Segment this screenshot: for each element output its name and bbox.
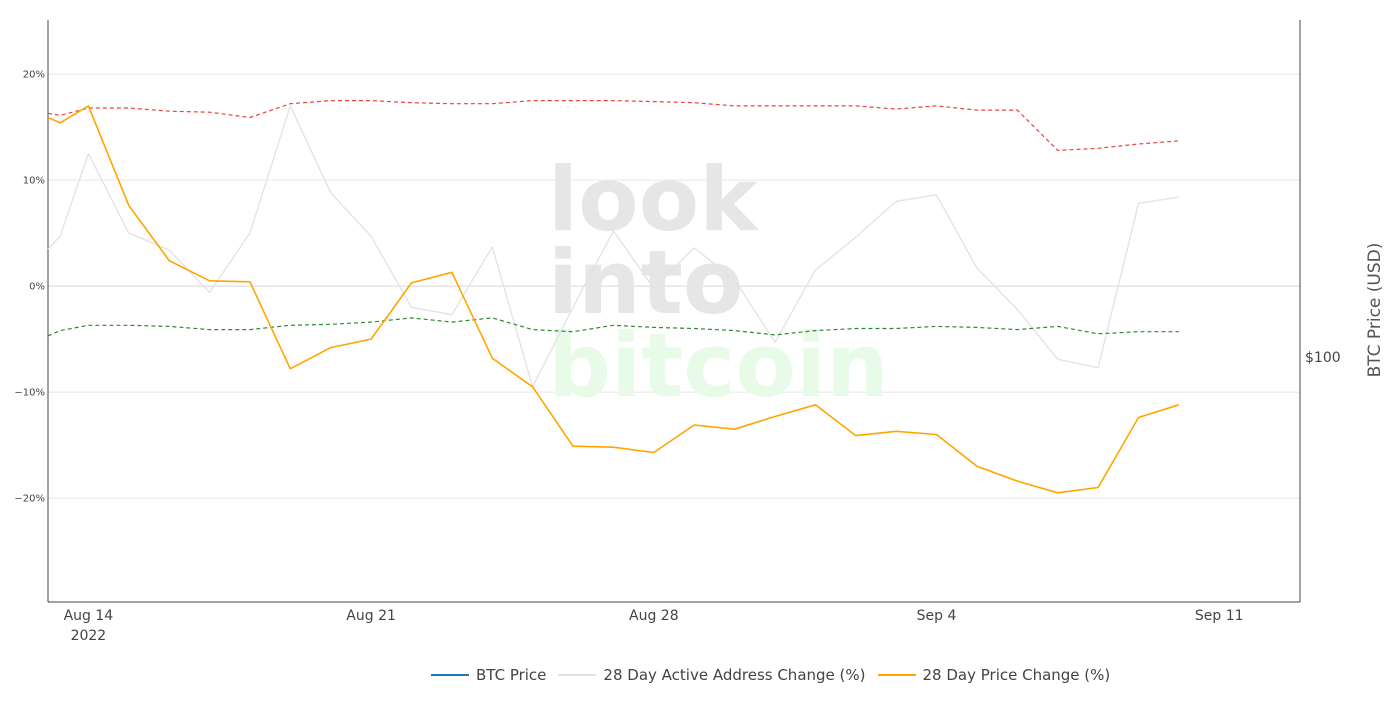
legend-swatch <box>558 674 597 676</box>
y2-tick-label: $100 <box>1305 350 1341 366</box>
y-tick-label: 20% <box>23 70 45 81</box>
series-line-4 <box>47 317 1179 337</box>
legend-label: 28 Day Price Change (%) <box>922 666 1111 684</box>
y-tick-label: −20% <box>14 494 45 505</box>
x-tick-sublabel: 2022 <box>71 628 107 644</box>
legend-label: 28 Day Active Address Change (%) <box>603 666 866 684</box>
legend-item-btc-price[interactable]: BTC Price <box>431 666 546 684</box>
x-tick-label: Sep 4 <box>917 608 957 624</box>
grid-lines <box>48 73 1300 499</box>
legend-swatch <box>431 674 469 676</box>
watermark-word: look <box>548 148 760 251</box>
watermark-word: bitcoin <box>548 314 889 417</box>
legend: BTC Price 28 Day Active Address Change (… <box>431 666 1122 684</box>
legend-label: BTC Price <box>476 666 547 684</box>
legend-item-active-address-change[interactable]: 28 Day Active Address Change (%) <box>558 666 866 684</box>
x-tick-labels: Aug 14 2022 Aug 21 Aug 28 Sep 4 Sep 11 <box>64 608 1244 644</box>
y-tick-labels: 20% 10% 0% −10% −20% <box>14 70 45 505</box>
series-line-3 <box>47 99 1179 151</box>
watermark-word: into <box>548 231 743 334</box>
y-tick-label: 0% <box>29 282 45 293</box>
axes <box>47 20 1301 603</box>
legend-swatch <box>877 674 916 676</box>
x-tick-label: Aug 21 <box>346 608 396 624</box>
series-line-1 <box>47 105 1179 388</box>
legend-item-price-change[interactable]: 28 Day Price Change (%) <box>877 666 1111 684</box>
y-tick-label: −10% <box>14 388 45 399</box>
x-tick-label: Sep 11 <box>1195 608 1244 624</box>
x-tick-label: Aug 14 <box>64 608 114 624</box>
series-lines <box>47 99 1180 494</box>
series-line-2 <box>47 105 1180 494</box>
y-tick-label: 10% <box>23 176 45 187</box>
y2-axis-title: BTC Price (USD) <box>1365 243 1385 378</box>
x-tick-label: Aug 28 <box>629 608 679 624</box>
